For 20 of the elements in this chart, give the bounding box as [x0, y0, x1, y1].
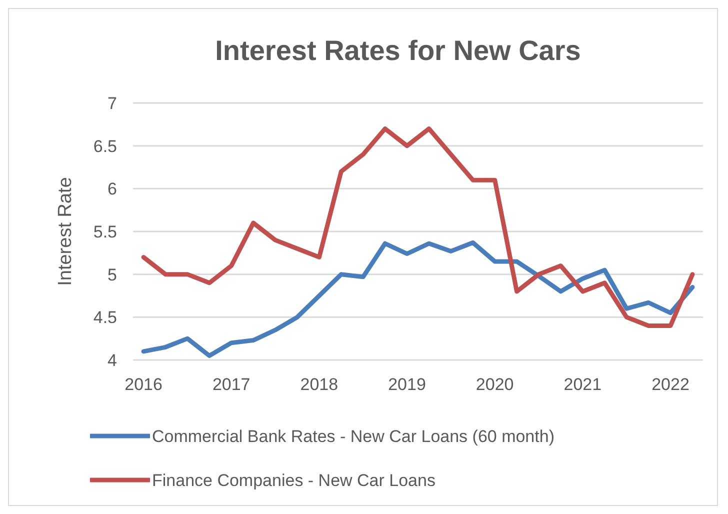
x-tick-label: 2017 — [212, 375, 250, 394]
x-tick-label: 2021 — [564, 375, 602, 394]
y-tick-label: 5 — [108, 265, 117, 284]
y-tick-label: 4 — [108, 350, 117, 370]
y-tick-label: 6.5 — [93, 136, 117, 156]
x-tick-label: 2016 — [124, 375, 162, 394]
x-tick-label: 2020 — [476, 375, 514, 394]
y-tick-label: 4.5 — [93, 308, 117, 328]
legend-label: Finance Companies - New Car Loans — [152, 470, 436, 490]
legend-label: Commercial Bank Rates - New Car Loans (60 month) — [152, 426, 554, 446]
y-axis-title: Interest Rate — [55, 177, 76, 286]
y-tick-label: 6 — [108, 180, 117, 199]
x-tick-label: 2018 — [300, 375, 338, 394]
x-tick-label: 2022 — [652, 375, 690, 394]
line-series — [141, 240, 695, 358]
line-series — [141, 126, 695, 328]
chart-title: Interest Rates for New Cars — [215, 35, 581, 66]
y-tick-label: 5.5 — [93, 222, 117, 242]
y-tick-label: 7 — [108, 94, 117, 113]
x-tick-label: 2019 — [388, 375, 426, 394]
